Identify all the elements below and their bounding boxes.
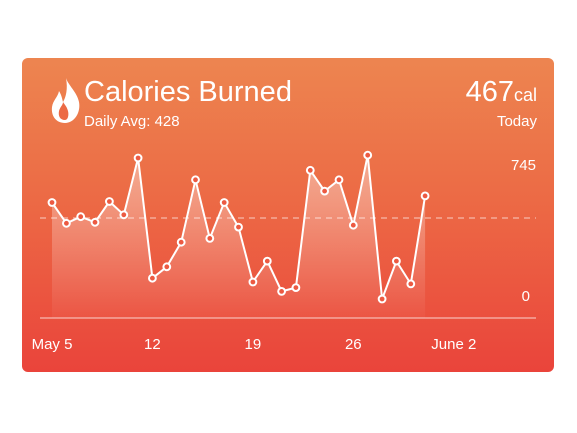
data-point[interactable] (105, 197, 114, 206)
data-point[interactable] (305, 165, 315, 175)
data-point[interactable] (119, 210, 129, 220)
data-point[interactable] (205, 234, 215, 243)
x-tick-label: 19 (244, 336, 262, 353)
data-point[interactable] (420, 191, 430, 201)
data-point[interactable] (334, 175, 344, 185)
data-point[interactable] (277, 287, 287, 296)
data-point[interactable] (191, 175, 200, 185)
x-tick-label: 26 (344, 336, 362, 353)
calories-line-chart (40, 150, 536, 319)
x-tick-label: June 2 (431, 336, 477, 353)
widget-title: Calories Burned (84, 76, 292, 108)
data-point[interactable] (248, 277, 258, 287)
data-point[interactable] (47, 198, 57, 207)
data-point[interactable] (377, 294, 387, 304)
data-point[interactable] (176, 237, 186, 247)
data-point[interactable] (219, 198, 229, 207)
x-tick-label: 12 (144, 336, 161, 353)
data-point[interactable] (262, 256, 272, 266)
calorie-total: 467cal (466, 74, 537, 113)
data-point[interactable] (90, 217, 100, 227)
data-point[interactable] (291, 283, 301, 293)
calorie-total-value: 467 (465, 76, 514, 108)
data-point[interactable] (147, 273, 157, 283)
daily-average: Daily Avg: 428 (84, 113, 180, 130)
data-point[interactable] (234, 222, 243, 232)
data-point[interactable] (348, 220, 358, 230)
data-point[interactable] (162, 262, 172, 272)
calories-card[interactable]: Calories Burned Daily Avg: 428 467cal To… (22, 58, 554, 372)
data-point[interactable] (363, 150, 373, 160)
data-point[interactable] (76, 212, 86, 222)
data-point[interactable] (406, 279, 416, 289)
data-point[interactable] (392, 256, 401, 266)
data-point[interactable] (320, 186, 330, 196)
period-label: Today (496, 113, 537, 130)
x-tick-label: May 5 (31, 336, 73, 353)
data-point[interactable] (62, 218, 71, 228)
data-point[interactable] (133, 153, 143, 163)
y-max-label: 745 (510, 157, 536, 174)
chart-area-fill (52, 155, 426, 318)
y-min-label: 0 (521, 288, 530, 305)
calorie-total-unit: cal (513, 85, 537, 105)
flame-icon (51, 78, 80, 123)
